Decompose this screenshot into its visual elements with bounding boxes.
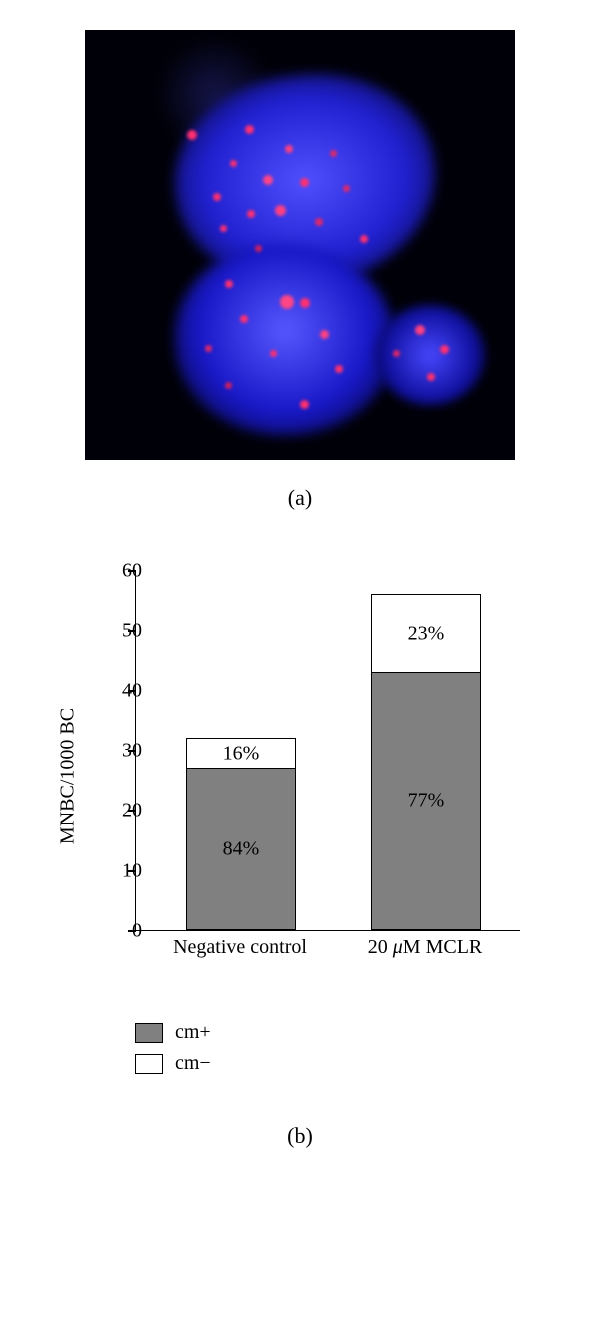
fluorescent-spot — [280, 295, 294, 309]
panel-b-caption: (b) — [287, 1123, 313, 1149]
x-category-label: 20 μM MCLR — [368, 936, 483, 959]
fluorescent-spot — [300, 400, 309, 409]
fluorescent-spot — [440, 345, 449, 354]
y-tick-label: 50 — [102, 620, 142, 643]
fluorescent-spot — [270, 350, 277, 357]
y-tick-label: 30 — [102, 740, 142, 763]
fluorescent-spot — [230, 160, 237, 167]
fluorescent-spot — [275, 205, 286, 216]
plot-area: 16% 84% 23% 77% — [135, 571, 520, 931]
bar-segment-cm-plus: 84% — [186, 768, 296, 930]
fluorescent-spot — [247, 210, 255, 218]
fluorescent-spot — [343, 185, 350, 192]
x-category-label: Negative control — [173, 936, 307, 959]
fluorescent-spot — [225, 280, 233, 288]
fluorescent-spot — [330, 150, 337, 157]
y-tick-label: 20 — [102, 800, 142, 823]
bar-pct-label: 84% — [187, 838, 295, 861]
panel-b: MNBC/1000 BC 16% 84% 23% 77% 0 10 20 30 40 50 60 N… — [60, 561, 540, 1149]
y-tick-label: 60 — [102, 560, 142, 583]
bar-group: 23% 77% — [371, 594, 481, 930]
fluorescent-spot — [300, 298, 310, 308]
fluorescent-spot — [315, 218, 323, 226]
y-tick-label: 40 — [102, 680, 142, 703]
bar-chart: MNBC/1000 BC 16% 84% 23% 77% 0 10 20 30 40 50 60 N… — [60, 561, 540, 991]
legend-label: cm+ — [175, 1021, 211, 1044]
panel-a-caption: (a) — [288, 485, 312, 511]
fluorescent-spot — [335, 365, 343, 373]
cell-nucleus-2 — [175, 245, 395, 435]
bar-pct-label: 77% — [372, 790, 480, 813]
fluorescent-spot — [213, 193, 221, 201]
fluorescent-spot — [285, 145, 293, 153]
fluorescent-spot — [225, 382, 232, 389]
y-axis-label: MNBC/1000 BC — [57, 708, 80, 844]
fluorescent-spot — [263, 175, 273, 185]
fluorescent-spot — [360, 235, 368, 243]
fluorescent-spot — [393, 350, 400, 357]
legend-item-cm-plus: cm+ — [135, 1021, 540, 1044]
fluorescent-spot — [220, 225, 227, 232]
chart-legend: cm+ cm− — [60, 1021, 540, 1083]
bar-pct-label: 23% — [372, 622, 480, 645]
legend-item-cm-minus: cm− — [135, 1052, 540, 1075]
bar-group: 16% 84% — [186, 738, 296, 930]
bar-pct-label: 16% — [187, 742, 295, 765]
legend-swatch-gray — [135, 1023, 163, 1043]
legend-swatch-white — [135, 1054, 163, 1074]
fluorescent-spot — [300, 178, 309, 187]
y-tick-label: 0 — [102, 920, 142, 943]
fluorescent-spot — [415, 325, 425, 335]
panel-a: (a) — [60, 30, 540, 511]
legend-label: cm− — [175, 1052, 211, 1075]
cell-micronucleus — [375, 305, 485, 405]
bar-segment-cm-minus: 23% — [371, 594, 481, 672]
microscopy-image — [85, 30, 515, 460]
fluorescent-spot — [255, 245, 262, 252]
bar-segment-cm-plus: 77% — [371, 672, 481, 930]
bar-segment-cm-minus: 16% — [186, 738, 296, 768]
fluorescent-spot — [240, 315, 248, 323]
fluorescent-spot — [187, 130, 197, 140]
fluorescent-spot — [320, 330, 329, 339]
y-tick-label: 10 — [102, 860, 142, 883]
fluorescent-spot — [427, 373, 435, 381]
figure-container: (a) MNBC/1000 BC 16% 84% 23% 77% 0 10 20 30 40 5… — [0, 0, 600, 1169]
fluorescent-spot — [205, 345, 212, 352]
fluorescent-spot — [245, 125, 254, 134]
